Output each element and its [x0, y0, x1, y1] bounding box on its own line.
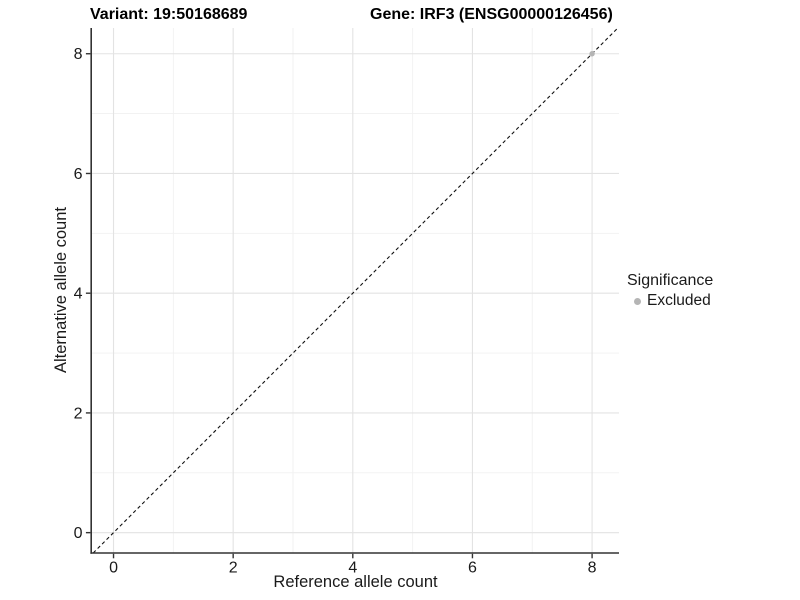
grid-minor	[92, 28, 619, 553]
axis-lines	[90, 28, 619, 554]
plot-title-variant: Variant: 19:50168689	[90, 6, 248, 23]
legend: Significance Excluded	[627, 272, 713, 310]
axis-ticks	[85, 53, 593, 559]
grid-major	[92, 28, 619, 553]
y-tick-label: 0	[74, 525, 83, 542]
x-tick-label: 4	[348, 560, 357, 577]
plot-title-gene: Gene: IRF3 (ENSG00000126456)	[370, 6, 613, 23]
y-tick-label: 2	[74, 405, 83, 422]
legend-title: Significance	[627, 272, 714, 289]
x-tick-label: 8	[588, 560, 597, 577]
data-points	[589, 51, 595, 57]
y-tick-label: 6	[74, 166, 83, 183]
x-tick-label: 0	[109, 560, 118, 577]
y-axis-title: Alternative allele count	[52, 207, 70, 374]
y-tick-label: 4	[74, 286, 83, 303]
legend-item-label: Excluded	[647, 292, 711, 309]
identity-reference-line	[92, 27, 619, 554]
x-tick-label: 2	[229, 560, 238, 577]
legend-point-icon	[634, 297, 641, 305]
legend-item-excluded: Excluded	[627, 292, 713, 310]
data-point	[589, 51, 595, 57]
axis-tick-labels: 0 2 4 6 8 0 2 4 6 8	[74, 46, 597, 576]
x-tick-label: 6	[468, 560, 477, 577]
y-tick-label: 8	[74, 46, 83, 63]
x-axis-title: Reference allele count	[273, 573, 438, 591]
